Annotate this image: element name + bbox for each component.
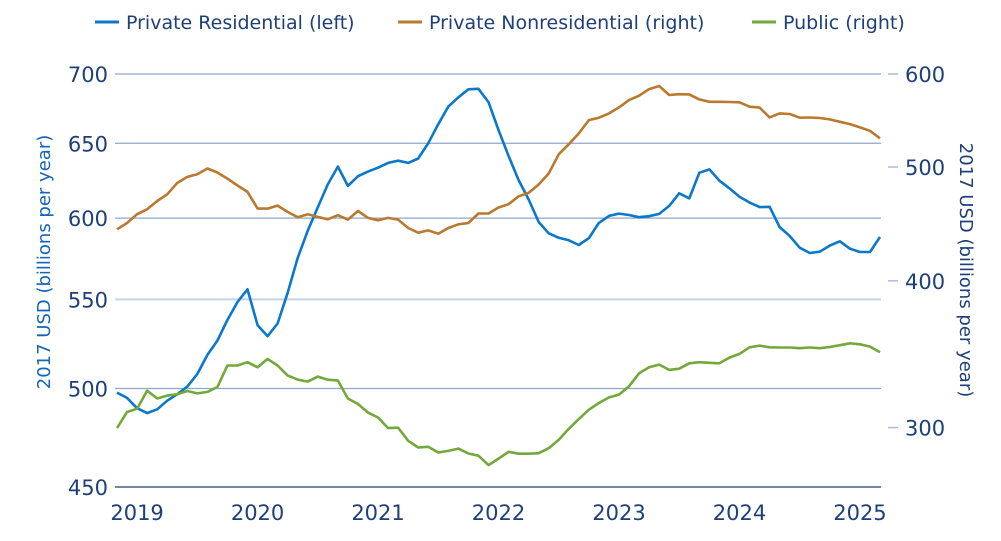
legend-item: Private Residential (left)	[95, 12, 355, 34]
legend: Private Residential (left) Private Nonres…	[95, 12, 905, 34]
left-tick-label: 600	[68, 207, 108, 231]
left-tick-label: 700	[68, 63, 108, 87]
x-tick-label: 2025	[833, 501, 886, 525]
left-axis-title: 2017 USD (billions per year)	[34, 135, 55, 390]
series-line-0	[116, 87, 882, 415]
x-tick-label: 2022	[472, 501, 525, 525]
left-tick-label: 650	[68, 132, 108, 156]
legend-label: Private Nonresidential (right)	[429, 12, 704, 34]
left-tick-label: 500	[68, 378, 108, 402]
legend-item: Private Nonresidential (right)	[398, 12, 704, 34]
legend-item: Public (right)	[752, 12, 905, 34]
left-tick-label: 550	[68, 288, 108, 312]
legend-label: Public (right)	[783, 12, 905, 34]
x-tick-label: 2020	[231, 501, 284, 525]
gridlines	[115, 73, 881, 390]
left-tick-label: 450	[68, 476, 108, 500]
x-tick-label: 2024	[713, 501, 766, 525]
series-line-1	[116, 84, 881, 235]
right-tick-label: 400	[905, 270, 945, 294]
right-axis-title: 2017 USD (billions per year)	[955, 143, 976, 398]
right-tick-label: 500	[905, 156, 945, 180]
legend-label: Private Residential (left)	[126, 12, 355, 34]
x-tick-label: 2021	[351, 501, 404, 525]
right-tick-label: 600	[905, 63, 945, 87]
series-line-2	[115, 341, 881, 467]
series-lines	[115, 84, 882, 467]
right-axis-ticks	[888, 73, 898, 429]
x-tick-label: 2023	[592, 501, 645, 525]
tick-labels: 700 650 600 550 500 450 600 500 400 300 2019 2020 20…	[68, 63, 945, 525]
right-tick-label: 300	[905, 417, 945, 441]
x-tick-label: 2019	[110, 501, 163, 525]
